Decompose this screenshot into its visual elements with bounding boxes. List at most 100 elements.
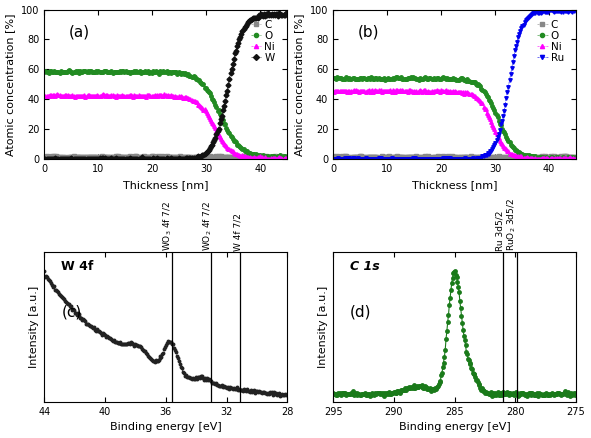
- Text: (c): (c): [61, 305, 82, 320]
- O: [533, 155, 540, 161]
- C: [338, 153, 345, 159]
- Ru: [330, 157, 337, 162]
- O: [557, 156, 564, 161]
- Ru: [572, 8, 579, 14]
- Ru: [330, 156, 337, 162]
- O: [572, 155, 579, 160]
- C: [398, 154, 405, 159]
- C: [381, 154, 388, 159]
- W: [42, 157, 49, 162]
- Y-axis label: Atomic concentration [%]: Atomic concentration [%]: [294, 13, 304, 155]
- Ni: [235, 152, 242, 158]
- W: [41, 156, 48, 162]
- Text: (d): (d): [350, 305, 372, 320]
- O: [109, 70, 116, 75]
- C: [238, 155, 245, 160]
- Ni: [534, 156, 541, 162]
- X-axis label: Thickness [nm]: Thickness [nm]: [412, 180, 497, 190]
- O: [330, 76, 337, 81]
- Ru: [398, 157, 405, 162]
- Ni: [90, 94, 98, 99]
- C: [212, 154, 219, 159]
- Ni: [161, 92, 168, 97]
- Ni: [365, 87, 372, 92]
- Legend: C, O, Ni, Ru: C, O, Ni, Ru: [535, 18, 566, 65]
- C: [245, 155, 252, 160]
- Ni: [283, 156, 290, 162]
- Ni: [330, 88, 337, 94]
- C: [109, 154, 116, 159]
- Ru: [523, 17, 530, 22]
- Ni: [572, 155, 579, 161]
- Ni: [108, 93, 115, 98]
- Ni: [525, 156, 532, 161]
- X-axis label: Thickness [nm]: Thickness [nm]: [123, 180, 209, 190]
- Ni: [381, 89, 388, 94]
- Text: WO$_3$ 4f 7/2: WO$_3$ 4f 7/2: [162, 201, 174, 251]
- Ni: [531, 157, 538, 162]
- O: [92, 69, 99, 74]
- C: [152, 155, 160, 161]
- Text: W 4f 7/2: W 4f 7/2: [233, 213, 242, 251]
- Ru: [533, 10, 540, 15]
- Line: O: O: [332, 75, 577, 160]
- Ni: [244, 155, 251, 160]
- Ru: [381, 156, 388, 162]
- Line: Ni: Ni: [43, 92, 288, 161]
- W: [237, 34, 244, 39]
- Line: C: C: [43, 154, 288, 160]
- Ni: [237, 153, 244, 158]
- Line: O: O: [43, 69, 288, 159]
- O: [525, 153, 532, 158]
- C: [236, 154, 243, 159]
- Text: C 1s: C 1s: [350, 260, 380, 273]
- O: [244, 150, 251, 155]
- Ru: [525, 14, 532, 20]
- Ni: [41, 93, 48, 99]
- Y-axis label: Intensity [a.u.]: Intensity [a.u.]: [29, 286, 39, 368]
- O: [283, 155, 290, 160]
- O: [398, 75, 405, 80]
- Ni: [398, 88, 405, 94]
- O: [235, 142, 242, 148]
- C: [572, 154, 579, 159]
- Line: C: C: [332, 154, 577, 160]
- C: [53, 153, 60, 158]
- O: [66, 67, 73, 73]
- Y-axis label: Intensity [a.u.]: Intensity [a.u.]: [317, 286, 327, 368]
- X-axis label: Binding energy [eV]: Binding energy [eV]: [110, 422, 222, 432]
- O: [41, 70, 48, 75]
- Ni: [499, 143, 506, 148]
- W: [283, 11, 290, 16]
- O: [211, 100, 218, 105]
- Ru: [570, 7, 577, 13]
- Text: RuO$_2$ 3d5/2: RuO$_2$ 3d5/2: [506, 198, 518, 251]
- W: [92, 157, 99, 162]
- Y-axis label: Atomic concentration [%]: Atomic concentration [%]: [5, 13, 15, 155]
- Line: Ru: Ru: [332, 8, 577, 161]
- W: [109, 156, 116, 162]
- W: [211, 138, 218, 143]
- Ru: [499, 114, 506, 119]
- O: [523, 152, 530, 158]
- Line: W: W: [43, 11, 288, 161]
- X-axis label: Binding energy [eV]: Binding energy [eV]: [399, 422, 511, 432]
- C: [92, 154, 99, 159]
- W: [282, 11, 289, 16]
- Legend: C, O, Ni, W: C, O, Ni, W: [249, 18, 277, 65]
- O: [499, 128, 506, 133]
- Text: W 4f: W 4f: [61, 260, 94, 273]
- C: [527, 155, 534, 160]
- C: [283, 155, 290, 160]
- W: [244, 20, 251, 25]
- O: [379, 76, 387, 81]
- C: [501, 155, 508, 160]
- Ni: [523, 154, 530, 159]
- C: [41, 155, 48, 160]
- W: [235, 41, 242, 46]
- Ni: [211, 124, 218, 129]
- Text: (b): (b): [358, 25, 379, 39]
- Text: WO$_2$ 4f 7/2: WO$_2$ 4f 7/2: [201, 201, 214, 251]
- Ni: [268, 157, 275, 162]
- C: [534, 155, 541, 160]
